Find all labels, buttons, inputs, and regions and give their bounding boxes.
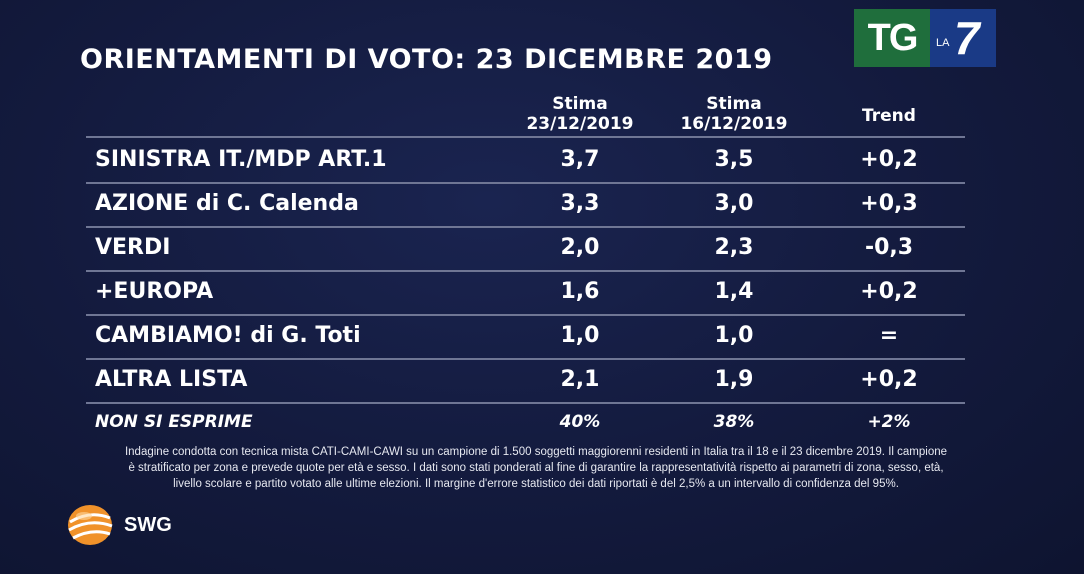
stima-23-value: 2,0 [560, 235, 600, 260]
stima-16-value: 1,0 [714, 323, 754, 348]
stima-16-value: 1,4 [714, 279, 754, 304]
stima-16-value: 38% [713, 412, 755, 432]
chart-title: ORIENTAMENTI DI VOTO: 23 DICEMBRE 2019 [80, 44, 773, 75]
trend-value: -0,3 [864, 235, 914, 260]
la7-logo: LA 7 [930, 9, 996, 67]
stima-23-value: 1,0 [560, 323, 600, 348]
table-row: CAMBIAMO! di G. Toti 1,0 1,0 = [86, 314, 965, 360]
methodology-note-line2: è stratificato per zona e prevede quote … [128, 462, 944, 474]
party-name: CAMBIAMO! di G. Toti [95, 323, 361, 348]
party-name: NON SI ESPRIME [95, 412, 253, 432]
party-name: AZIONE di C. Calenda [95, 191, 359, 216]
column-header-stima-23-line2: 23/12/2019 [526, 114, 634, 134]
swg-brand-text: SWG [124, 513, 172, 536]
trend-value: +2% [867, 412, 911, 432]
trend-value: +0,3 [860, 191, 918, 216]
column-header-stima-23: Stima 23/12/2019 [510, 94, 650, 134]
table-row: VERDI 2,0 2,3 -0,3 [86, 226, 965, 272]
stima-23-value: 3,3 [560, 191, 600, 216]
column-header-stima-23-line1: Stima [552, 94, 608, 114]
stima-23-value: 40% [559, 412, 601, 432]
stima-16-value: 1,9 [714, 367, 754, 392]
party-name: +EUROPA [95, 279, 214, 304]
party-name: ALTRA LISTA [95, 367, 248, 392]
trend-value: +0,2 [860, 367, 918, 392]
stima-23-value: 2,1 [560, 367, 600, 392]
swg-logo: SWG [64, 502, 172, 548]
column-header-trend: Trend [862, 106, 916, 126]
table-row: SINISTRA IT./MDP ART.1 3,7 3,5 +0,2 [86, 138, 965, 184]
tg-la7-logo: TG LA 7 [854, 9, 996, 67]
swg-globe-icon [68, 505, 113, 545]
column-header-stima-16: Stima 16/12/2019 [664, 94, 804, 134]
stima-16-value: 2,3 [714, 235, 754, 260]
header-divider [86, 136, 965, 138]
stima-23-value: 1,6 [560, 279, 600, 304]
table-row: ALTRA LISTA 2,1 1,9 +0,2 [86, 358, 965, 404]
party-name: VERDI [95, 235, 171, 260]
la7-logo-la: LA [936, 37, 950, 49]
stima-16-value: 3,0 [714, 191, 754, 216]
stima-16-value: 3,5 [714, 147, 754, 172]
party-name: SINISTRA IT./MDP ART.1 [95, 147, 387, 172]
stima-23-value: 3,7 [560, 147, 600, 172]
tg-logo-text: TG [854, 9, 930, 67]
table-row: +EUROPA 1,6 1,4 +0,2 [86, 270, 965, 316]
methodology-note-line3: livello scolare e partito votato alle ul… [173, 478, 899, 490]
column-header-stima-16-line2: 16/12/2019 [680, 114, 788, 134]
trend-value: +0,2 [860, 147, 918, 172]
methodology-note: Indagine condotta con tecnica mista CATI… [86, 444, 986, 492]
methodology-note-line1: Indagine condotta con tecnica mista CATI… [124, 446, 948, 458]
la7-logo-seven: 7 [954, 12, 980, 64]
column-header-stima-16-line1: Stima [706, 94, 762, 114]
table-row: NON SI ESPRIME 40% 38% +2% [86, 402, 965, 442]
table-row: AZIONE di C. Calenda 3,3 3,0 +0,3 [86, 182, 965, 228]
trend-value: +0,2 [860, 279, 918, 304]
trend-value: = [879, 323, 899, 348]
